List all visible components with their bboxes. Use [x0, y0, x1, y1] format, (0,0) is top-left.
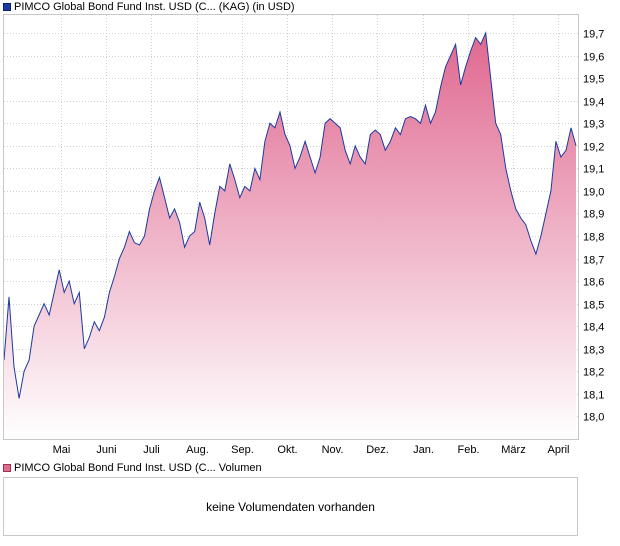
y-axis: 18,0 18,1 18,2 18,3 18,4 18,5 18,6 18,7 18,8 18,9… [583, 29, 604, 424]
x-tick-label: Juli [143, 444, 160, 456]
x-tick-label: April [547, 444, 569, 456]
y-tick-label: 18,5 [583, 300, 604, 312]
y-tick-label: 19,2 [583, 142, 604, 154]
y-tick-label: 18,1 [583, 390, 604, 402]
y-tick-label: 18,6 [583, 277, 604, 289]
y-tick-label: 18,7 [583, 255, 604, 267]
y-tick-label: 18,4 [583, 322, 604, 334]
y-tick-label: 19,4 [583, 97, 604, 109]
y-tick-label: 18,0 [583, 412, 604, 424]
x-tick-label: Okt. [277, 444, 297, 456]
x-tick-label: Jan. [413, 444, 434, 456]
x-axis: Mai Juni Juli Aug. Sep. Okt. Nov. Dez. Jan. Feb. M… [53, 444, 570, 456]
y-tick-label: 19,5 [583, 74, 604, 86]
price-area [4, 33, 576, 439]
x-tick-label: Nov. [322, 444, 344, 456]
y-tick-label: 18,3 [583, 345, 604, 357]
y-tick-label: 18,2 [583, 367, 604, 379]
x-tick-label: Mai [53, 444, 71, 456]
y-tick-label: 19,0 [583, 187, 604, 199]
volume-legend-label: PIMCO Global Bond Fund Inst. USD (C... V… [14, 462, 262, 474]
y-tick-label: 18,8 [583, 232, 604, 244]
price-legend-label: PIMCO Global Bond Fund Inst. USD (C... (… [14, 1, 295, 13]
y-tick-label: 19,1 [583, 164, 604, 176]
volume-panel: keine Volumendaten vorhanden [3, 477, 578, 536]
x-tick-label: Juni [96, 444, 116, 456]
y-tick-label: 18,9 [583, 209, 604, 221]
x-tick-label: Aug. [186, 444, 209, 456]
price-line [3, 31, 577, 399]
price-legend: PIMCO Global Bond Fund Inst. USD (C... (… [3, 1, 295, 13]
volume-legend: PIMCO Global Bond Fund Inst. USD (C... V… [3, 462, 262, 474]
price-legend-swatch [3, 3, 11, 11]
y-tick-label: 19,6 [583, 52, 604, 64]
y-tick-label: 19,3 [583, 119, 604, 131]
y-tick-label: 19,7 [583, 29, 604, 41]
x-tick-label: Sep. [231, 444, 254, 456]
price-chart: 18,0 18,1 18,2 18,3 18,4 18,5 18,6 18,7 18,8 18,9… [3, 14, 604, 456]
x-tick-label: März [501, 444, 525, 456]
plot-frame [3, 14, 579, 440]
x-tick-label: Feb. [457, 444, 479, 456]
volume-legend-swatch [3, 464, 11, 472]
x-tick-label: Dez. [366, 444, 389, 456]
volume-empty-message: keine Volumendaten vorhanden [206, 500, 375, 514]
